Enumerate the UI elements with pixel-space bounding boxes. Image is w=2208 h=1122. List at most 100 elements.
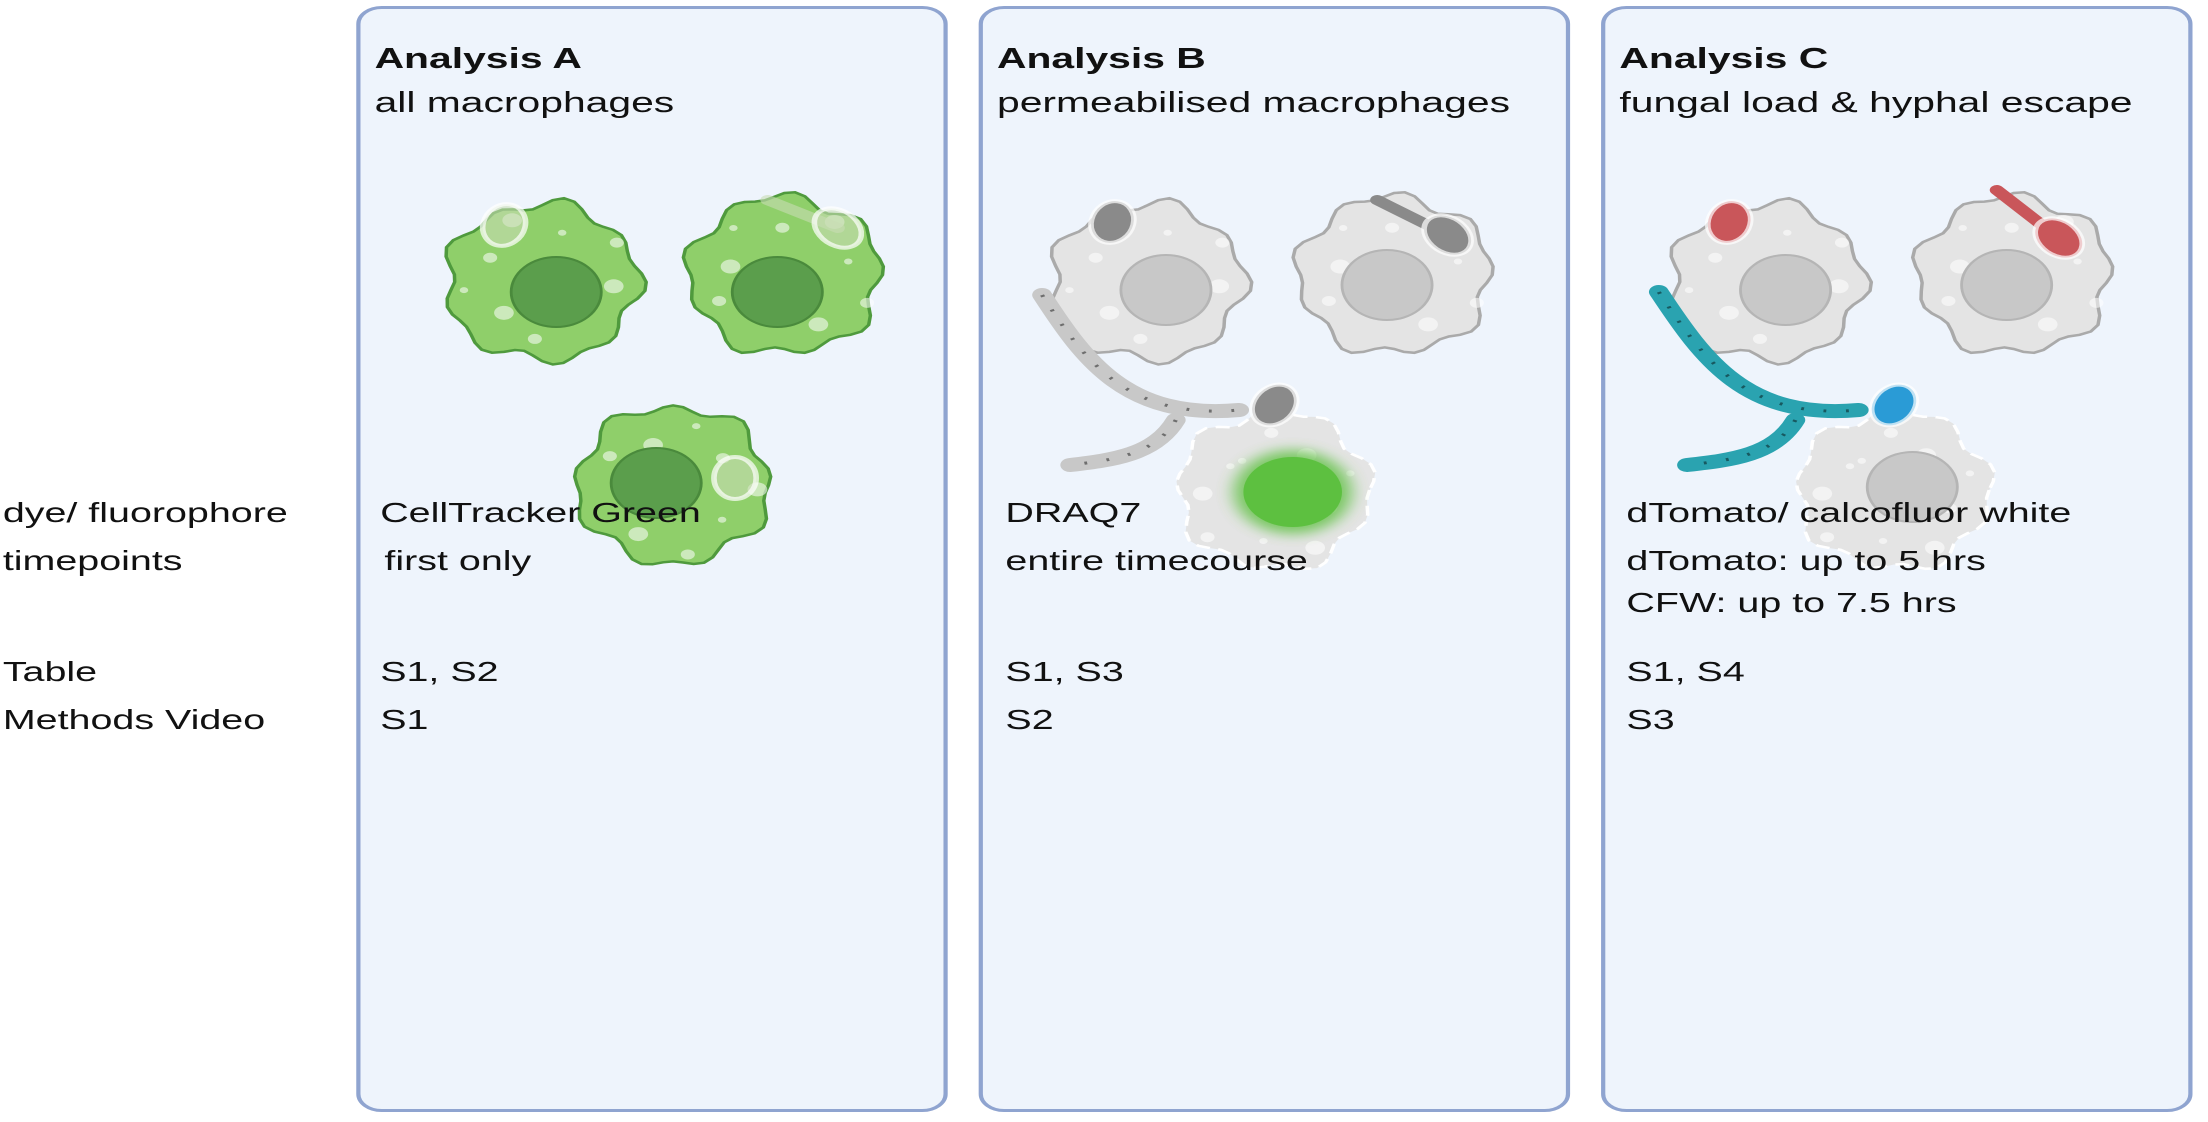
- vesicle: [1834, 237, 1850, 248]
- video-value: S1: [380, 704, 429, 735]
- row-label-methods-video: Methods Video: [2, 704, 266, 735]
- hypha: [1648, 285, 1869, 419]
- hypha: [1677, 413, 1806, 472]
- nucleus: [1865, 451, 1959, 523]
- vesicle: [1215, 237, 1230, 248]
- vesicle: [1346, 470, 1355, 477]
- vesicle: [1719, 305, 1739, 320]
- vesicle: [808, 317, 829, 332]
- row-label-timepoints: timepoints: [2, 545, 183, 576]
- timepoints-value: first only: [384, 545, 532, 576]
- vesicle: [603, 279, 624, 294]
- vesicle: [712, 295, 727, 306]
- vesicle: [2037, 317, 2058, 332]
- vesicle: [2089, 297, 2104, 308]
- panel-title: Analysis B: [996, 43, 1206, 75]
- vesicle: [1200, 532, 1215, 543]
- panel-title: Analysis C: [1619, 43, 1829, 75]
- draq7-nucleus: [1243, 457, 1342, 527]
- vesicle: [1065, 287, 1074, 294]
- dye-value: CellTracker Green: [380, 497, 701, 528]
- vesicle: [494, 305, 514, 320]
- vesicle: [1684, 287, 1694, 294]
- vesicle: [1321, 295, 1336, 306]
- nucleus: [730, 256, 824, 328]
- vesicle: [1857, 457, 1866, 464]
- nucleus: [1119, 254, 1213, 326]
- vesicle: [2004, 222, 2019, 233]
- fungal-spore: [1421, 213, 1474, 257]
- panel-subtitle: permeabilised macrophages: [996, 87, 1510, 119]
- vesicle: [844, 258, 853, 265]
- vesicle: [1752, 333, 1768, 344]
- nucleus: [1960, 249, 2054, 321]
- video-value: S3: [1626, 704, 1675, 735]
- vesicle: [1088, 252, 1103, 263]
- fungal-spore: [811, 206, 865, 250]
- nucleus: [1739, 254, 1833, 326]
- vesicle: [483, 252, 498, 263]
- vesicle: [1133, 333, 1148, 344]
- nucleus: [1340, 249, 1434, 321]
- vesicle: [1226, 463, 1235, 470]
- vesicle: [717, 516, 727, 523]
- vesicle: [729, 224, 738, 231]
- dye-value: DRAQ7: [1005, 497, 1142, 528]
- hypha: [1060, 413, 1186, 472]
- panel-title: Analysis A: [374, 43, 582, 75]
- vesicle: [1941, 295, 1956, 306]
- vesicle: [1418, 317, 1438, 332]
- vesicle: [1385, 222, 1400, 233]
- vesicle: [1099, 305, 1120, 320]
- vesicle: [1209, 279, 1230, 294]
- vesicle: [1878, 537, 1888, 544]
- vesicle: [1958, 224, 1967, 231]
- vesicle: [691, 423, 701, 430]
- vesicle: [1828, 279, 1849, 294]
- video-value: S2: [1005, 704, 1054, 735]
- vesicle: [602, 451, 617, 462]
- vesicle: [1338, 224, 1348, 231]
- vesicle: [1237, 457, 1247, 464]
- vesicle: [459, 287, 469, 294]
- vesicle: [1965, 470, 1975, 477]
- vesicle: [1924, 540, 1945, 555]
- row-label-table: Table: [2, 656, 98, 687]
- row-label-dye: dye/ fluorophore: [2, 497, 288, 528]
- vesicle: [1305, 540, 1326, 555]
- vesicle: [527, 333, 542, 344]
- fungal-spore: [1249, 382, 1300, 428]
- panel-subtitle: fungal load & hyphal escape: [1619, 87, 2133, 119]
- vesicle: [1163, 229, 1172, 236]
- fungal-spore: [479, 202, 529, 248]
- fungal-spore: [1868, 382, 1920, 428]
- vesicle: [720, 259, 741, 274]
- vesicle: [1264, 427, 1279, 438]
- table-value: S1, S4: [1626, 656, 1745, 687]
- vesicle: [1453, 258, 1463, 265]
- vesicle: [1192, 486, 1213, 501]
- vesicle: [1812, 486, 1833, 501]
- vesicle: [1883, 427, 1898, 438]
- timepoints-value: dTomato: up to 5 hrs: [1626, 545, 1986, 576]
- vesicle: [1708, 252, 1723, 263]
- fungal-spore: [1704, 199, 1754, 245]
- panel-subtitle: all macrophages: [374, 87, 675, 119]
- vesicle: [680, 549, 695, 560]
- panel-analysis-c: Analysis C fungal load & hyphal escape: [1601, 6, 2193, 1112]
- nucleus: [609, 447, 703, 519]
- dye-value: dTomato/ calcofluor white: [1626, 497, 2072, 528]
- vesicle: [2073, 258, 2082, 265]
- vesicle: [1783, 229, 1792, 236]
- fungal-spore: [2032, 216, 2086, 260]
- table-value: S1, S2: [380, 656, 499, 687]
- fungal-spore: [711, 455, 759, 501]
- hypha: [1032, 288, 1250, 419]
- vesicle: [1259, 537, 1268, 544]
- timepoints-value: entire timecourse: [1005, 545, 1308, 576]
- vesicle: [1845, 463, 1855, 470]
- vesicle: [609, 237, 624, 248]
- vesicle: [557, 229, 567, 236]
